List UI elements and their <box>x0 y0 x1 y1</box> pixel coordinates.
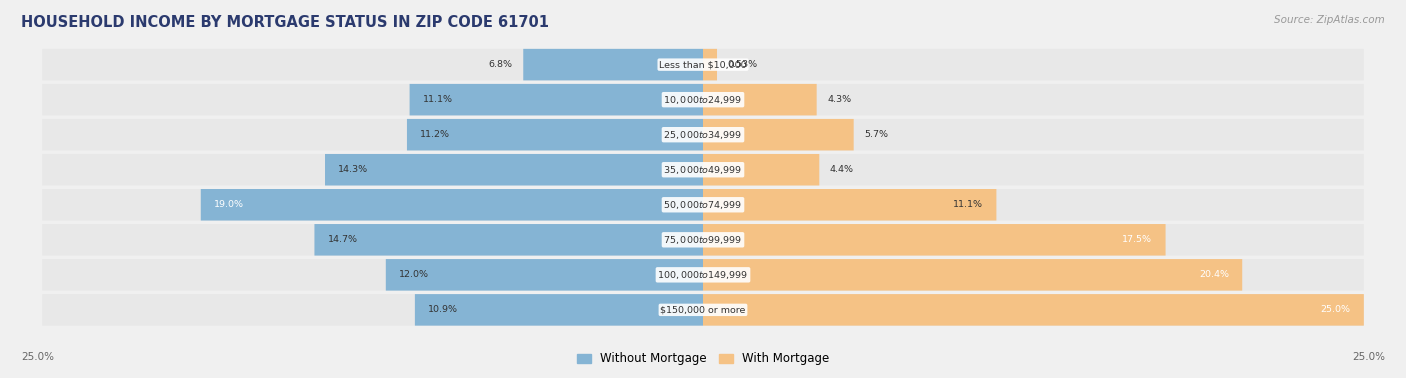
Text: Less than $10,000: Less than $10,000 <box>659 60 747 69</box>
FancyBboxPatch shape <box>703 49 717 81</box>
Text: 25.0%: 25.0% <box>1353 352 1385 362</box>
Text: Source: ZipAtlas.com: Source: ZipAtlas.com <box>1274 15 1385 25</box>
FancyBboxPatch shape <box>703 189 997 220</box>
FancyBboxPatch shape <box>42 119 1364 150</box>
FancyBboxPatch shape <box>385 259 703 291</box>
FancyBboxPatch shape <box>42 154 1364 186</box>
Text: $100,000 to $149,999: $100,000 to $149,999 <box>658 269 748 281</box>
FancyBboxPatch shape <box>523 49 703 81</box>
Text: 25.0%: 25.0% <box>1320 305 1351 314</box>
Text: 20.4%: 20.4% <box>1199 270 1229 279</box>
Text: $75,000 to $99,999: $75,000 to $99,999 <box>664 234 742 246</box>
FancyBboxPatch shape <box>42 189 1364 220</box>
FancyBboxPatch shape <box>703 119 853 150</box>
Text: $150,000 or more: $150,000 or more <box>661 305 745 314</box>
Text: 10.9%: 10.9% <box>427 305 458 314</box>
Legend: Without Mortgage, With Mortgage: Without Mortgage, With Mortgage <box>572 348 834 370</box>
Text: 11.1%: 11.1% <box>953 200 983 209</box>
FancyBboxPatch shape <box>703 84 817 115</box>
FancyBboxPatch shape <box>42 49 1364 81</box>
FancyBboxPatch shape <box>42 259 1364 291</box>
FancyBboxPatch shape <box>42 84 1364 115</box>
Text: 5.7%: 5.7% <box>865 130 889 139</box>
Text: 4.3%: 4.3% <box>827 95 852 104</box>
FancyBboxPatch shape <box>315 224 703 256</box>
Text: 11.2%: 11.2% <box>420 130 450 139</box>
Text: $25,000 to $34,999: $25,000 to $34,999 <box>664 129 742 141</box>
Text: HOUSEHOLD INCOME BY MORTGAGE STATUS IN ZIP CODE 61701: HOUSEHOLD INCOME BY MORTGAGE STATUS IN Z… <box>21 15 550 30</box>
FancyBboxPatch shape <box>42 224 1364 256</box>
Text: 11.1%: 11.1% <box>423 95 453 104</box>
Text: $10,000 to $24,999: $10,000 to $24,999 <box>664 94 742 106</box>
FancyBboxPatch shape <box>42 294 1364 325</box>
FancyBboxPatch shape <box>703 224 1166 256</box>
FancyBboxPatch shape <box>703 294 1364 325</box>
FancyBboxPatch shape <box>415 294 703 325</box>
Text: 0.53%: 0.53% <box>727 60 758 69</box>
Text: 17.5%: 17.5% <box>1122 235 1153 244</box>
FancyBboxPatch shape <box>406 119 703 150</box>
Text: 12.0%: 12.0% <box>399 270 429 279</box>
Text: 6.8%: 6.8% <box>489 60 513 69</box>
FancyBboxPatch shape <box>201 189 703 220</box>
FancyBboxPatch shape <box>325 154 703 186</box>
Text: $50,000 to $74,999: $50,000 to $74,999 <box>664 199 742 211</box>
Text: 19.0%: 19.0% <box>214 200 245 209</box>
FancyBboxPatch shape <box>703 154 820 186</box>
FancyBboxPatch shape <box>409 84 703 115</box>
Text: $35,000 to $49,999: $35,000 to $49,999 <box>664 164 742 176</box>
Text: 4.4%: 4.4% <box>830 165 853 174</box>
Text: 14.3%: 14.3% <box>339 165 368 174</box>
Text: 14.7%: 14.7% <box>328 235 357 244</box>
Text: 25.0%: 25.0% <box>21 352 53 362</box>
FancyBboxPatch shape <box>703 259 1243 291</box>
